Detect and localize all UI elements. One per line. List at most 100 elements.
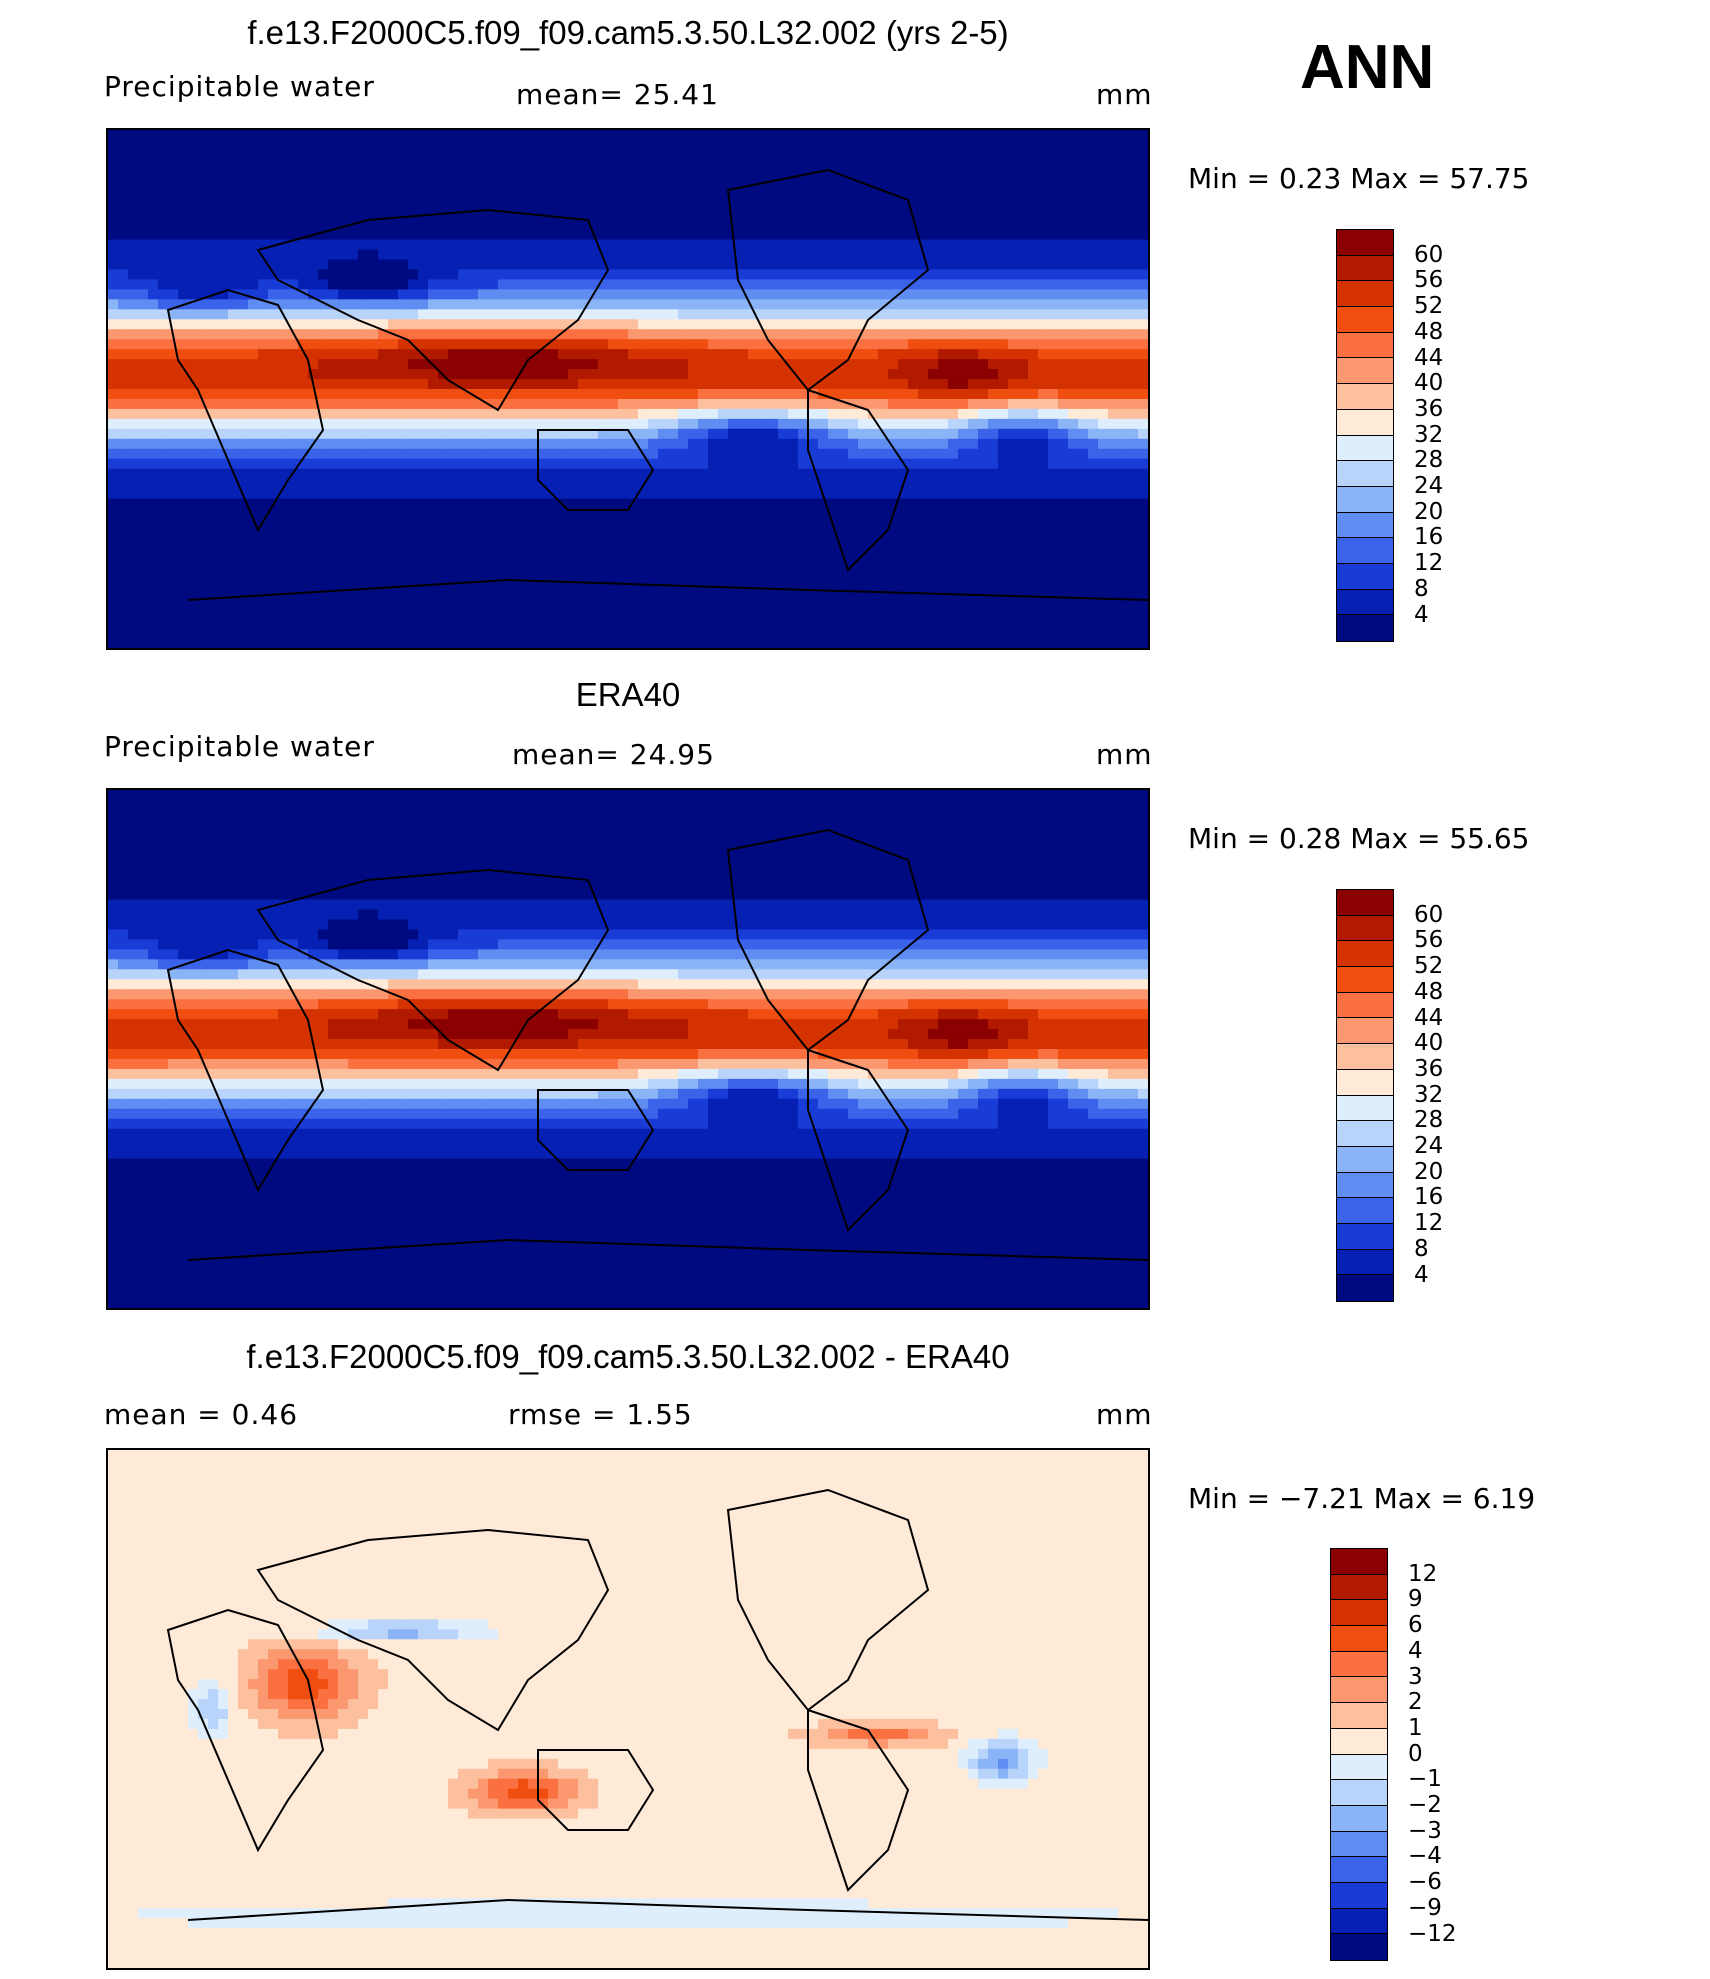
panel-3-min-max: Min = −7.21 Max = 6.19 (1188, 1482, 1536, 1515)
panel-2-contour-plot (108, 790, 1148, 1308)
panel-3-contour-plot (108, 1450, 1148, 1968)
colorbar-tick-label: 16 (1414, 1184, 1444, 1211)
colorbar-segment (1337, 384, 1393, 410)
colorbar-tick-label: 24 (1414, 1133, 1444, 1159)
colorbar-segment (1331, 1805, 1387, 1832)
colorbar-tick-label: 52 (1414, 293, 1444, 320)
contour-fill (108, 1450, 1148, 1968)
coastline (726, 1488, 930, 1712)
colorbar-segment (1331, 1831, 1387, 1858)
colorbar-segment (1331, 1754, 1387, 1781)
colorbar-segment (1331, 1703, 1387, 1729)
colorbar-segment (1337, 615, 1393, 641)
colorbar-segment (1337, 589, 1393, 616)
coastline (537, 429, 655, 511)
colorbar-tick-label: 6 (1408, 1612, 1423, 1639)
season-label: ANN (1300, 33, 1435, 102)
panel-1-min-max: Min = 0.23 Max = 57.75 (1188, 162, 1530, 195)
panel-3-map (106, 1448, 1150, 1970)
colorbar-segment (1337, 281, 1393, 308)
coastline (166, 288, 325, 533)
colorbar-segment (1337, 941, 1393, 968)
coastline (807, 388, 910, 572)
panel-1-units: mm (1096, 78, 1153, 111)
colorbar-segment (1331, 1882, 1387, 1909)
colorbar-tick-label: 40 (1414, 1030, 1444, 1057)
panel-2-map (106, 788, 1150, 1310)
colorbar-segment (1337, 1172, 1393, 1199)
coastline (256, 868, 610, 1072)
colorbar-tick-label: −4 (1408, 1843, 1442, 1870)
colorbar-tick-label: 20 (1414, 1158, 1444, 1185)
colorbar-segment (1337, 1044, 1393, 1070)
panel-3-colorbar: 12 9 6 4 3 2 1 0 −1 −2 −3 −4 −6 −9 −12 (1330, 1548, 1457, 1961)
colorbar-segment (1337, 563, 1393, 590)
colorbar-segment (1331, 1600, 1387, 1627)
colorbar-tick-label: 4 (1408, 1637, 1423, 1664)
colorbar-segment (1331, 1780, 1387, 1806)
colorbar-tick-label: 9 (1408, 1586, 1423, 1613)
colorbar-tick-label: −6 (1408, 1869, 1442, 1896)
colorbar-segment (1331, 1574, 1387, 1601)
panel-1-map (106, 128, 1150, 650)
colorbar-segment (1337, 1249, 1393, 1276)
colorbar-tick-label: 16 (1414, 524, 1444, 551)
colorbar-tick-label: 60 (1414, 901, 1444, 928)
coastline (726, 168, 930, 392)
colorbar-segment (1337, 992, 1393, 1019)
colorbar-segment (1331, 1857, 1387, 1883)
colorbar-segment (1331, 1934, 1387, 1960)
colorbar-segment (1337, 486, 1393, 513)
colorbar-segment (1331, 1626, 1387, 1652)
colorbar-box (1336, 229, 1394, 642)
colorbar-tick-label: 32 (1414, 1081, 1444, 1108)
colorbar-tick-label: 0 (1408, 1740, 1423, 1767)
colorbar-tick-label: 56 (1414, 927, 1444, 954)
colorbar-tick-label: −9 (1408, 1894, 1442, 1921)
contour-fill (108, 130, 1148, 648)
coastline (166, 1608, 325, 1853)
panel-1-mean-label: mean= 25.41 (516, 78, 719, 111)
colorbar-segment (1337, 1121, 1393, 1147)
colorbar-tick-label: 12 (1414, 550, 1444, 577)
colorbar-segment (1337, 1095, 1393, 1122)
contour-fill (108, 790, 1148, 1308)
colorbar-tick-label: 60 (1414, 241, 1444, 268)
panel-2-mean-label: mean= 24.95 (512, 738, 715, 771)
colorbar-tick-label: 48 (1414, 318, 1444, 345)
colorbar-tick-label: 3 (1408, 1663, 1423, 1690)
colorbar-segment (1337, 1198, 1393, 1224)
panel-2-units: mm (1096, 738, 1153, 771)
panel-2-title: ERA40 (575, 676, 681, 713)
colorbar-tick-label: 20 (1414, 498, 1444, 525)
colorbar-tick-label: 1 (1408, 1714, 1423, 1741)
colorbar-segment (1337, 435, 1393, 462)
colorbar-tick-label: 52 (1414, 953, 1444, 980)
colorbar-segment (1337, 1069, 1393, 1096)
panel-2-colorbar: 60 56 52 48 44 40 36 32 28 24 20 16 12 8 4 (1336, 889, 1443, 1302)
colorbar-tick-label: 4 (1414, 1261, 1429, 1288)
colorbar-tick-label: −1 (1408, 1766, 1442, 1793)
colorbar-segment (1337, 512, 1393, 539)
panel-3-units: mm (1096, 1398, 1153, 1431)
panel-2-variable-label: Precipitable water (104, 730, 375, 763)
coastline (187, 1238, 1148, 1261)
colorbar-segment (1337, 307, 1393, 333)
colorbar-tick-label: 24 (1414, 473, 1444, 499)
colorbar-segment (1337, 890, 1393, 916)
coastline (807, 1708, 910, 1892)
coastline (256, 1528, 610, 1732)
colorbar-tick-label: 8 (1414, 575, 1429, 602)
colorbar-segment (1331, 1728, 1387, 1755)
colorbar-tick-label: 4 (1414, 601, 1429, 628)
colorbar-segment (1331, 1908, 1387, 1935)
colorbar-tick-label: 28 (1414, 447, 1444, 474)
colorbar-box (1336, 889, 1394, 1302)
coastline (187, 578, 1148, 601)
colorbar-tick-label: 32 (1414, 421, 1444, 448)
colorbar-tick-label: 36 (1414, 395, 1444, 422)
colorbar-segment (1331, 1549, 1387, 1575)
colorbar-tick-label: −2 (1408, 1792, 1442, 1818)
panel-1-colorbar: 60 56 52 48 44 40 36 32 28 24 20 16 12 8 4 (1336, 229, 1443, 642)
colorbar-tick-label: −12 (1408, 1920, 1457, 1947)
